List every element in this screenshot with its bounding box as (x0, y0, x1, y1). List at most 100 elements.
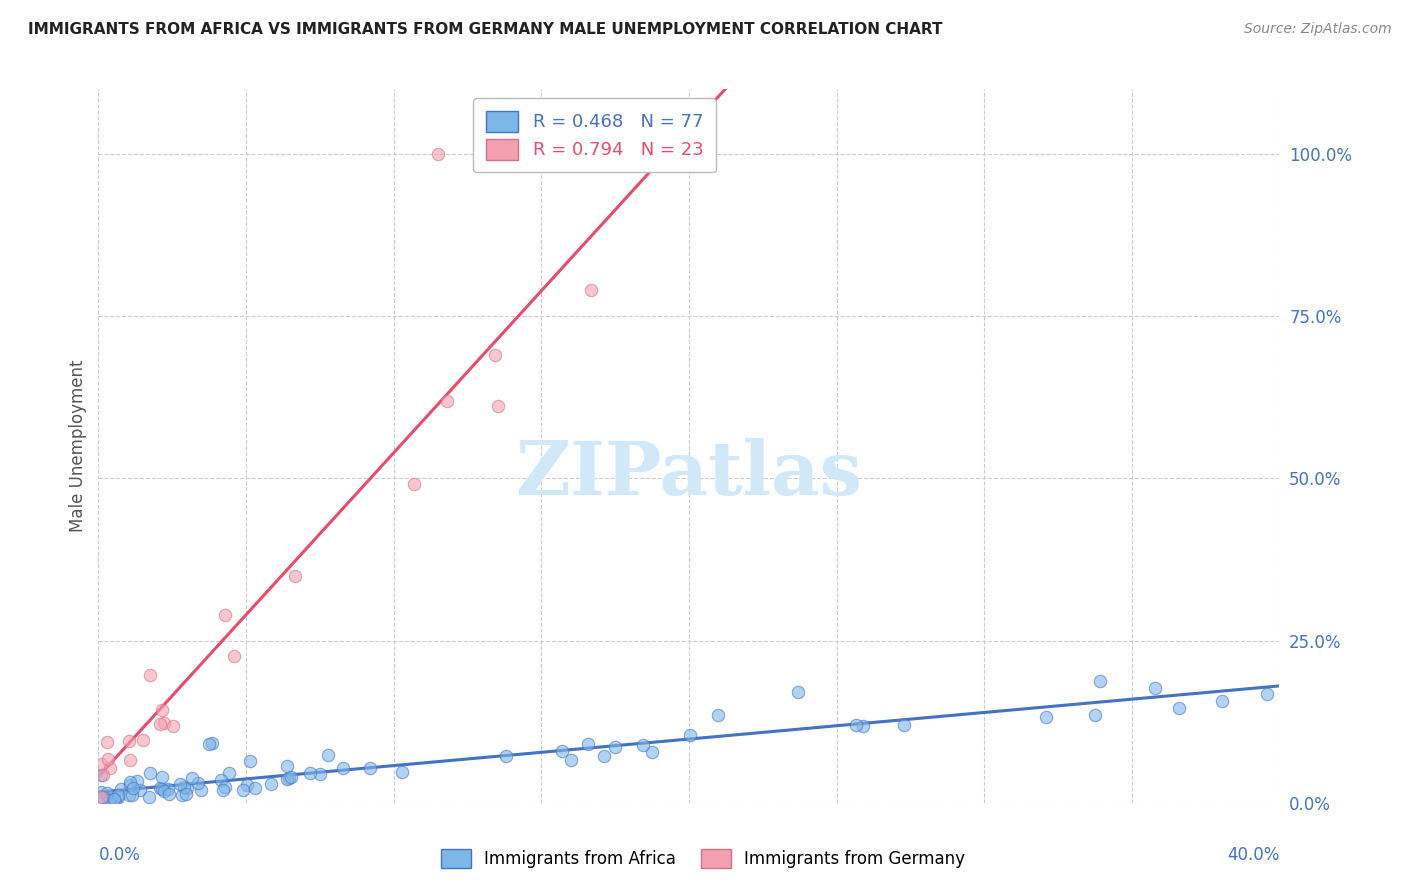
Point (318, 748, 340, 763)
Point (138, 667, 160, 681)
Point (172, 788, 194, 802)
Point (91, 790, 114, 805)
Point (212, 783, 235, 797)
Point (120, 753, 142, 767)
Point (148, 780, 170, 795)
Point (125, 774, 148, 789)
Point (308, 767, 330, 781)
Point (162, 718, 184, 732)
Point (120, 779, 142, 793)
Point (391, 765, 413, 780)
Point (852, 719, 875, 733)
Point (132, 733, 155, 747)
Point (1035, 710, 1057, 724)
Legend: Immigrants from Africa, Immigrants from Germany: Immigrants from Africa, Immigrants from … (434, 842, 972, 875)
Point (579, 283, 602, 297)
Point (118, 734, 141, 748)
Point (276, 759, 298, 773)
Point (299, 766, 322, 780)
Point (103, 792, 125, 806)
Point (332, 761, 354, 775)
Text: 40.0%: 40.0% (1227, 846, 1279, 863)
Text: Source: ZipAtlas.com: Source: ZipAtlas.com (1244, 22, 1392, 37)
Point (101, 789, 124, 804)
Point (402, 476, 425, 491)
Point (484, 348, 506, 362)
Point (551, 744, 574, 758)
Point (214, 607, 236, 622)
Point (156, 782, 179, 797)
Point (631, 738, 654, 752)
Point (209, 772, 232, 787)
Point (278, 771, 301, 785)
Point (201, 736, 224, 750)
Point (359, 761, 381, 775)
Point (787, 685, 810, 699)
Point (128, 782, 150, 797)
Point (150, 703, 173, 717)
Point (104, 794, 127, 808)
Point (239, 755, 262, 769)
Point (138, 790, 160, 805)
Point (576, 737, 599, 751)
Point (1144, 681, 1167, 695)
Point (98, 761, 121, 775)
Point (107, 788, 129, 802)
Point (90, 785, 112, 799)
Point (150, 771, 173, 785)
Point (90, 789, 112, 804)
Point (214, 780, 236, 794)
Point (96, 786, 118, 800)
Point (259, 777, 281, 791)
Text: ZIPatlas: ZIPatlas (516, 438, 862, 511)
Point (190, 783, 212, 797)
Point (706, 708, 728, 723)
Point (427, 147, 450, 161)
Point (152, 716, 174, 731)
Point (679, 729, 702, 743)
Point (276, 772, 298, 786)
Point (1256, 687, 1278, 701)
Point (176, 780, 198, 795)
Point (149, 716, 172, 731)
Point (1168, 700, 1191, 714)
Point (90, 768, 112, 782)
Legend: R = 0.468   N = 77, R = 0.794   N = 23: R = 0.468 N = 77, R = 0.794 N = 23 (472, 98, 716, 172)
Point (560, 753, 582, 767)
Point (152, 784, 174, 798)
Point (224, 649, 246, 664)
Point (893, 717, 915, 731)
Point (187, 776, 209, 790)
Point (488, 399, 510, 413)
Point (97, 752, 120, 766)
Point (150, 781, 173, 796)
Point (118, 775, 141, 789)
Point (139, 766, 162, 780)
Point (1088, 674, 1111, 689)
Point (280, 770, 302, 784)
Point (284, 569, 307, 583)
Point (174, 787, 197, 801)
Point (593, 749, 616, 764)
Point (98, 792, 121, 806)
Point (107, 790, 129, 805)
Point (641, 745, 664, 759)
Point (157, 787, 180, 801)
Point (91, 768, 114, 782)
Point (173, 780, 195, 795)
Point (110, 782, 132, 797)
Point (122, 780, 145, 795)
Point (180, 771, 202, 785)
Point (436, 394, 458, 409)
Point (121, 788, 143, 802)
Point (218, 765, 240, 780)
Text: IMMIGRANTS FROM AFRICA VS IMMIGRANTS FROM GERMANY MALE UNEMPLOYMENT CORRELATION : IMMIGRANTS FROM AFRICA VS IMMIGRANTS FRO… (28, 22, 942, 37)
Point (605, 739, 627, 754)
Point (169, 777, 191, 791)
Point (495, 749, 517, 764)
Text: 0.0%: 0.0% (98, 846, 141, 863)
Point (1211, 694, 1233, 708)
Point (198, 737, 221, 751)
Y-axis label: Male Unemployment: Male Unemployment (69, 359, 87, 533)
Point (232, 782, 254, 797)
